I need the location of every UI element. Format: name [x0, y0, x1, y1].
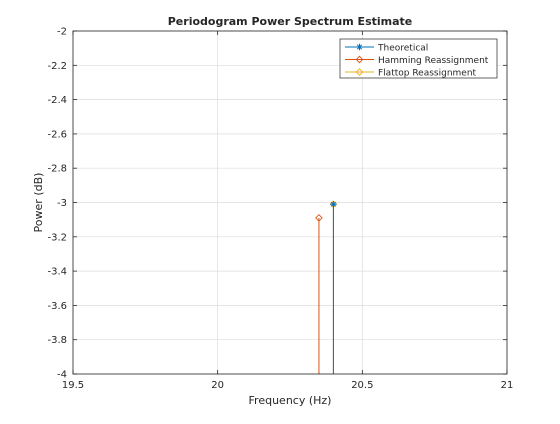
y-tick-label: -2.8: [47, 164, 67, 175]
y-tick-label: -3.2: [47, 232, 67, 243]
x-tick-label: 21: [501, 380, 514, 391]
y-tick-label: -2: [57, 27, 67, 38]
y-tick-label: -3.4: [47, 267, 67, 278]
legend-swatch-marker: [355, 55, 364, 64]
legend-swatch-marker: [355, 68, 364, 76]
x-axis-label: Frequency (Hz): [249, 394, 332, 407]
chart-title: Periodogram Power Spectrum Estimate: [168, 15, 413, 28]
legend-item: Flattop Reassignment: [345, 68, 477, 79]
x-tick-label: 20.5: [351, 380, 373, 391]
y-tick-label: -2.6: [47, 129, 67, 140]
y-tick-label: -2.4: [47, 95, 67, 106]
x-tick-label: 20: [211, 380, 224, 391]
legend-label: Hamming Reassignment: [378, 56, 489, 66]
y-axis-label: Power (dB): [32, 173, 45, 233]
legend-item: Theoretical: [345, 44, 428, 54]
legend-label: Theoretical: [377, 44, 428, 54]
y-tick-label: -3: [57, 198, 67, 209]
ticks: 19.5 20 20.5 21 -2 -2.2 -2.4 -2.6 -2.8 -3 -3.2 -3.4…: [47, 27, 513, 392]
y-tick-label: -4: [57, 370, 67, 381]
stem-marker: [330, 201, 337, 208]
y-tick-label: -2.2: [47, 61, 67, 72]
series-hamming-reassignment: [315, 214, 323, 374]
legend-swatch-marker: [356, 43, 363, 51]
legend-label: Flattop Reassignment: [378, 69, 477, 79]
legend-item: Hamming Reassignment: [345, 55, 489, 66]
series-layer: [315, 200, 338, 374]
legend: Theoretical Hamming Reassignment Flattop R…: [339, 38, 498, 79]
y-tick-label: -3.6: [47, 301, 67, 312]
stem-marker: [315, 214, 323, 222]
y-tick-label: -3.8: [47, 335, 67, 346]
series-theoretical: [330, 201, 337, 374]
x-tick-label: 19.5: [62, 380, 84, 391]
